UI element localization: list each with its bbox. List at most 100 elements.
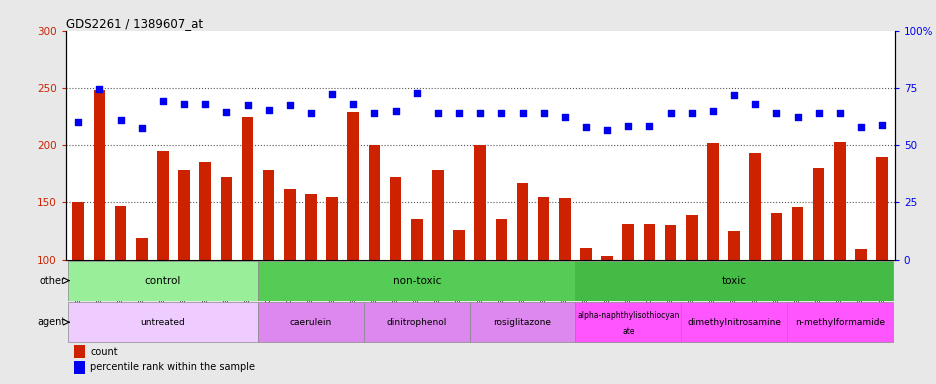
Point (535, 110, 550, 116)
Point (641, 123, 656, 129)
Bar (368, 145, 380, 374)
Bar (812, 168, 824, 374)
Bar (707, 143, 718, 374)
Bar (685, 215, 696, 374)
Point (282, 102, 297, 108)
Bar (326, 197, 338, 374)
Text: rosiglitazone: rosiglitazone (493, 318, 551, 327)
Point (113, 117, 128, 123)
Point (768, 110, 783, 116)
Bar (67, 302, 257, 342)
Bar (241, 117, 253, 374)
Bar (516, 183, 528, 374)
Point (725, 92, 740, 98)
Point (873, 122, 888, 128)
Bar (74, 345, 84, 358)
Bar (495, 218, 506, 374)
Point (240, 102, 255, 108)
Point (578, 124, 592, 130)
Bar (469, 302, 575, 342)
Text: non-toxic: non-toxic (392, 276, 441, 286)
Bar (411, 218, 422, 374)
Bar (136, 238, 147, 374)
Point (451, 110, 466, 116)
Point (683, 110, 698, 116)
Point (197, 101, 212, 107)
Bar (643, 224, 654, 374)
Bar (680, 302, 786, 342)
Bar (220, 177, 232, 374)
Point (261, 107, 276, 113)
Text: other: other (39, 276, 66, 286)
Point (663, 110, 678, 116)
Bar (263, 170, 274, 374)
Point (853, 124, 868, 130)
Point (92, 86, 107, 92)
Text: dimethylnitrosamine: dimethylnitrosamine (686, 318, 781, 327)
Point (155, 98, 170, 104)
Bar (363, 302, 469, 342)
Bar (257, 302, 363, 342)
Point (515, 110, 530, 116)
Bar (347, 112, 358, 374)
Bar (559, 198, 570, 374)
Bar (284, 189, 296, 374)
Bar (257, 261, 575, 301)
Text: GDS2261 / 1389607_at: GDS2261 / 1389607_at (66, 17, 202, 30)
Bar (622, 224, 634, 374)
Text: untreated: untreated (140, 318, 185, 327)
Bar (74, 361, 84, 374)
Text: n-methylformamide: n-methylformamide (794, 318, 884, 327)
Text: count: count (91, 347, 118, 357)
Bar (305, 194, 316, 374)
Point (71, 119, 86, 126)
Point (367, 110, 382, 116)
Point (134, 125, 149, 131)
Bar (389, 177, 401, 374)
Point (705, 108, 720, 114)
Bar (875, 157, 887, 374)
Text: agent: agent (37, 317, 66, 327)
Point (747, 101, 762, 107)
Bar (72, 202, 84, 374)
Bar (601, 256, 612, 374)
Bar (94, 90, 105, 374)
Bar (833, 142, 845, 374)
Bar (431, 170, 444, 374)
Text: caerulein: caerulein (289, 318, 331, 327)
Bar (453, 230, 464, 374)
Bar (575, 302, 680, 342)
Point (324, 91, 339, 97)
Text: control: control (144, 276, 181, 286)
Point (811, 110, 826, 116)
Bar (178, 170, 190, 374)
Point (472, 110, 487, 116)
Bar (67, 261, 257, 301)
Bar (749, 153, 760, 374)
Bar (575, 261, 892, 301)
Text: dinitrophenol: dinitrophenol (387, 318, 446, 327)
Point (345, 101, 360, 107)
Point (388, 108, 402, 114)
Text: percentile rank within the sample: percentile rank within the sample (91, 362, 256, 372)
Bar (474, 145, 486, 374)
Bar (791, 207, 802, 374)
Point (831, 110, 846, 116)
Point (176, 101, 191, 107)
Bar (579, 248, 592, 374)
Point (493, 110, 508, 116)
Point (303, 110, 318, 116)
Bar (769, 213, 782, 374)
Text: toxic: toxic (721, 276, 746, 286)
Bar (786, 302, 892, 342)
Point (219, 109, 234, 115)
Bar (199, 162, 211, 374)
Bar (114, 206, 126, 374)
Point (409, 89, 424, 96)
Point (430, 110, 445, 116)
Text: alpha-naphthylisothiocyan: alpha-naphthylisothiocyan (577, 311, 679, 320)
Point (599, 127, 614, 133)
Point (557, 114, 572, 120)
Text: ate: ate (622, 327, 634, 336)
Bar (157, 151, 168, 374)
